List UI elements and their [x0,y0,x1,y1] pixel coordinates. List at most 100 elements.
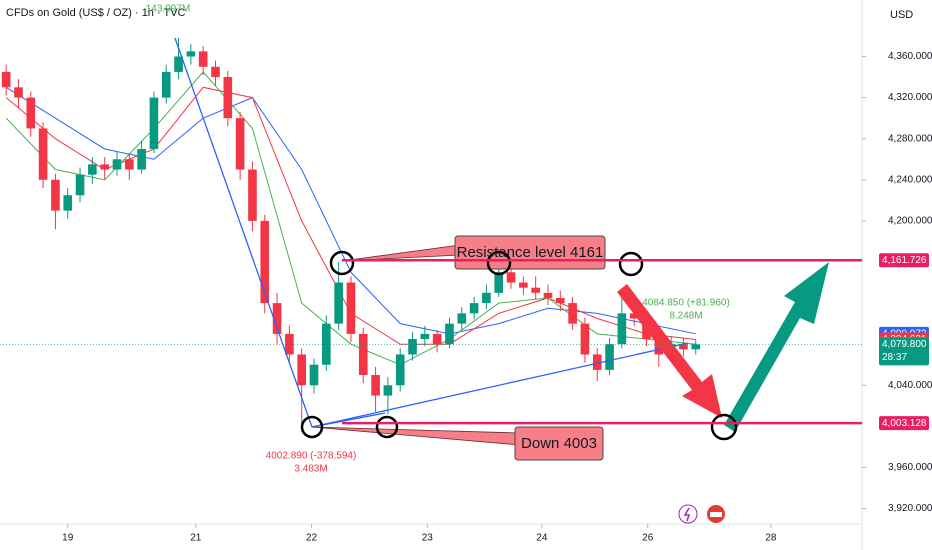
candle-body [334,282,343,324]
volume-label: 143.997M [146,4,190,15]
candle-body [555,297,565,304]
x-tick-label: 21 [190,533,202,544]
candle-body [383,385,393,396]
candle-body [494,272,504,293]
marker-circle [329,250,355,276]
x-tick-label: 24 [536,533,548,544]
x-tick-label: 26 [642,533,654,544]
candle-body [568,303,577,324]
x-tick-label: 19 [62,533,74,544]
x-tick-label: 22 [306,533,318,544]
chart-title: CFDs on Gold (US$ / OZ) · 1h · TVC [6,7,186,19]
candle-body [272,303,282,334]
candle-body [63,195,73,211]
candle-body [457,313,467,324]
marker-circle [710,413,738,441]
marker-circle [300,415,324,439]
candle-body [124,159,134,170]
candle-body [358,333,368,376]
candle-body [14,87,23,98]
candle-body [248,169,257,221]
drawings [174,37,829,524]
candle-body [211,66,220,78]
candle-body [88,164,97,175]
markers [300,250,738,441]
price-label: 4,079.800 [882,339,927,350]
candle-body [519,282,528,288]
y-tick-label: 3,920.000 [888,503,932,514]
y-tick-label: 4,280.000 [888,133,932,144]
candle-body [51,179,60,211]
currency-label: USD [890,9,913,21]
x-tick-label: 23 [422,533,434,544]
candle-body [1,71,11,88]
callout-text: Down 4003 [521,435,597,452]
y-tick-label: 4,360.000 [888,51,932,62]
low-volume: 3.483M [294,464,327,475]
candle-body [482,292,491,304]
candle-body [629,313,639,319]
countdown-label: 28:37 [882,352,907,363]
candle-body [112,159,122,170]
event-icon[interactable] [678,504,698,524]
candle-body [531,287,540,293]
candle-body [617,313,627,345]
candle-body [260,220,270,304]
candle-body [309,364,319,386]
y-tick-label: 3,960.000 [888,462,932,473]
title-backdrop [0,0,200,22]
candle-body [432,333,442,345]
candle-body [445,323,454,345]
callout-box [514,426,604,461]
candle-body [149,97,159,149]
candle-body [691,344,701,350]
candle-body [26,97,36,129]
marker-circle [375,415,399,439]
event-icon [683,507,691,522]
candle-body [38,128,48,180]
marker-circle [618,251,644,277]
candle-body [605,344,614,370]
candle-body [285,333,294,355]
candle-body [137,148,146,170]
candle-body [371,375,380,396]
trend-line [311,412,386,428]
price-label-box [879,253,929,268]
candle-body [297,354,307,386]
y-tick-label: 4,320.000 [888,92,932,103]
candle-body [592,354,602,370]
candle-body [679,344,688,350]
candle-body [395,354,405,386]
flag-icon [710,512,722,517]
y-tick-label: 4,040.000 [888,380,932,391]
price-label-box [879,416,929,431]
candle-body [506,272,516,283]
callout-text: Resistance level 4161 [457,244,604,261]
candle-body [223,77,233,119]
plot [1,38,701,424]
high-label: 4084.850 (+81.960) [642,298,730,309]
down-arrow [617,284,722,418]
candle-body [100,164,109,170]
candle-body [322,323,331,365]
candle-body [580,323,590,355]
candle-body [198,51,208,67]
low-label: 4002.890 (-378.594) [266,451,357,462]
up-arrow [724,262,829,432]
candle-body [654,339,664,355]
high-volume: 8.248M [669,311,702,322]
candle-body [75,174,85,196]
price-label-box [879,337,929,366]
price-label: 4,161.726 [882,255,927,266]
candle-body [186,51,196,57]
price-label: 4,003.128 [882,418,927,429]
candle-body [469,303,479,314]
y-tick-label: 4,240.000 [888,174,932,185]
candle-body [543,292,553,298]
candle-body [408,339,417,355]
x-tick-label: 28 [765,533,777,544]
candle-body [420,333,430,340]
